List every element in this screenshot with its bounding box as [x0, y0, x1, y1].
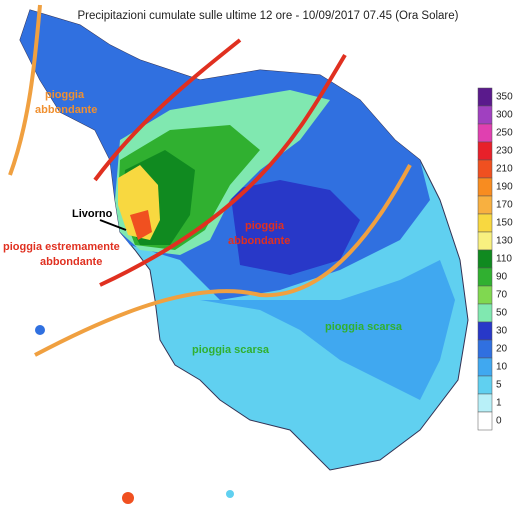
annotation: Livorno	[72, 208, 113, 220]
annotation: abbondante	[40, 256, 102, 268]
legend-swatch	[477, 195, 493, 215]
island	[226, 490, 234, 498]
legend-swatch	[477, 105, 493, 125]
annotation: pioggia scarsa	[325, 321, 403, 333]
legend-swatch	[477, 321, 493, 341]
legend-swatch	[477, 177, 493, 197]
legend-label: 110	[496, 254, 512, 265]
orange-line	[8, 4, 42, 176]
legend-swatch	[477, 267, 493, 287]
legend-swatch	[477, 303, 493, 323]
legend-swatch	[477, 375, 493, 395]
legend-swatch	[477, 87, 493, 107]
zone-30	[230, 180, 360, 275]
zone-210	[130, 210, 152, 240]
legend-label: 10	[496, 362, 508, 373]
annotation: pioggia scarsa	[192, 344, 270, 356]
legend-label: 30	[496, 326, 508, 337]
legend-swatch	[477, 285, 493, 305]
orange-line	[34, 164, 412, 357]
legend-label: 190	[496, 182, 513, 193]
island	[122, 492, 134, 504]
legend-swatch	[477, 159, 493, 179]
legend-label: 350	[496, 92, 513, 103]
legend-label: 20	[496, 344, 508, 355]
legend-label: 210	[496, 164, 513, 175]
legend-swatch	[477, 213, 493, 233]
zone-10	[200, 260, 455, 400]
arrow	[99, 219, 127, 231]
legend-swatch	[477, 141, 493, 161]
map-title: Precipitazioni cumulate sulle ultime 12 …	[78, 10, 459, 22]
legend-label: 70	[496, 290, 508, 301]
legend-label: 150	[496, 218, 513, 229]
annotation: pioggia estremamente	[3, 241, 120, 253]
legend-label: 300	[496, 110, 513, 121]
legend-swatch	[477, 123, 493, 143]
annotation: pioggia	[45, 89, 85, 101]
legend-label: 170	[496, 200, 513, 211]
legend-label: 1	[496, 398, 502, 409]
legend-swatch	[477, 411, 493, 431]
legend-label: 5	[496, 380, 502, 391]
legend-label: 130	[496, 236, 513, 247]
legend-swatch	[477, 249, 493, 269]
legend-label: 50	[496, 308, 508, 319]
annotation: pioggia	[245, 220, 285, 232]
legend-label: 90	[496, 272, 508, 283]
island	[35, 325, 45, 335]
legend-label: 0	[496, 416, 502, 427]
legend-swatch	[477, 357, 493, 377]
legend-swatch	[477, 339, 493, 359]
red-line	[99, 53, 347, 287]
legend-label: 250	[496, 128, 513, 139]
legend-swatch	[477, 393, 493, 413]
legend-swatch	[477, 231, 493, 251]
legend: 3503002502302101901701501301109070503020…	[477, 87, 513, 431]
red-line	[93, 38, 242, 182]
legend-label: 230	[496, 146, 513, 157]
annotation: abbondante	[35, 104, 97, 116]
annotation: abbondante	[228, 235, 290, 247]
